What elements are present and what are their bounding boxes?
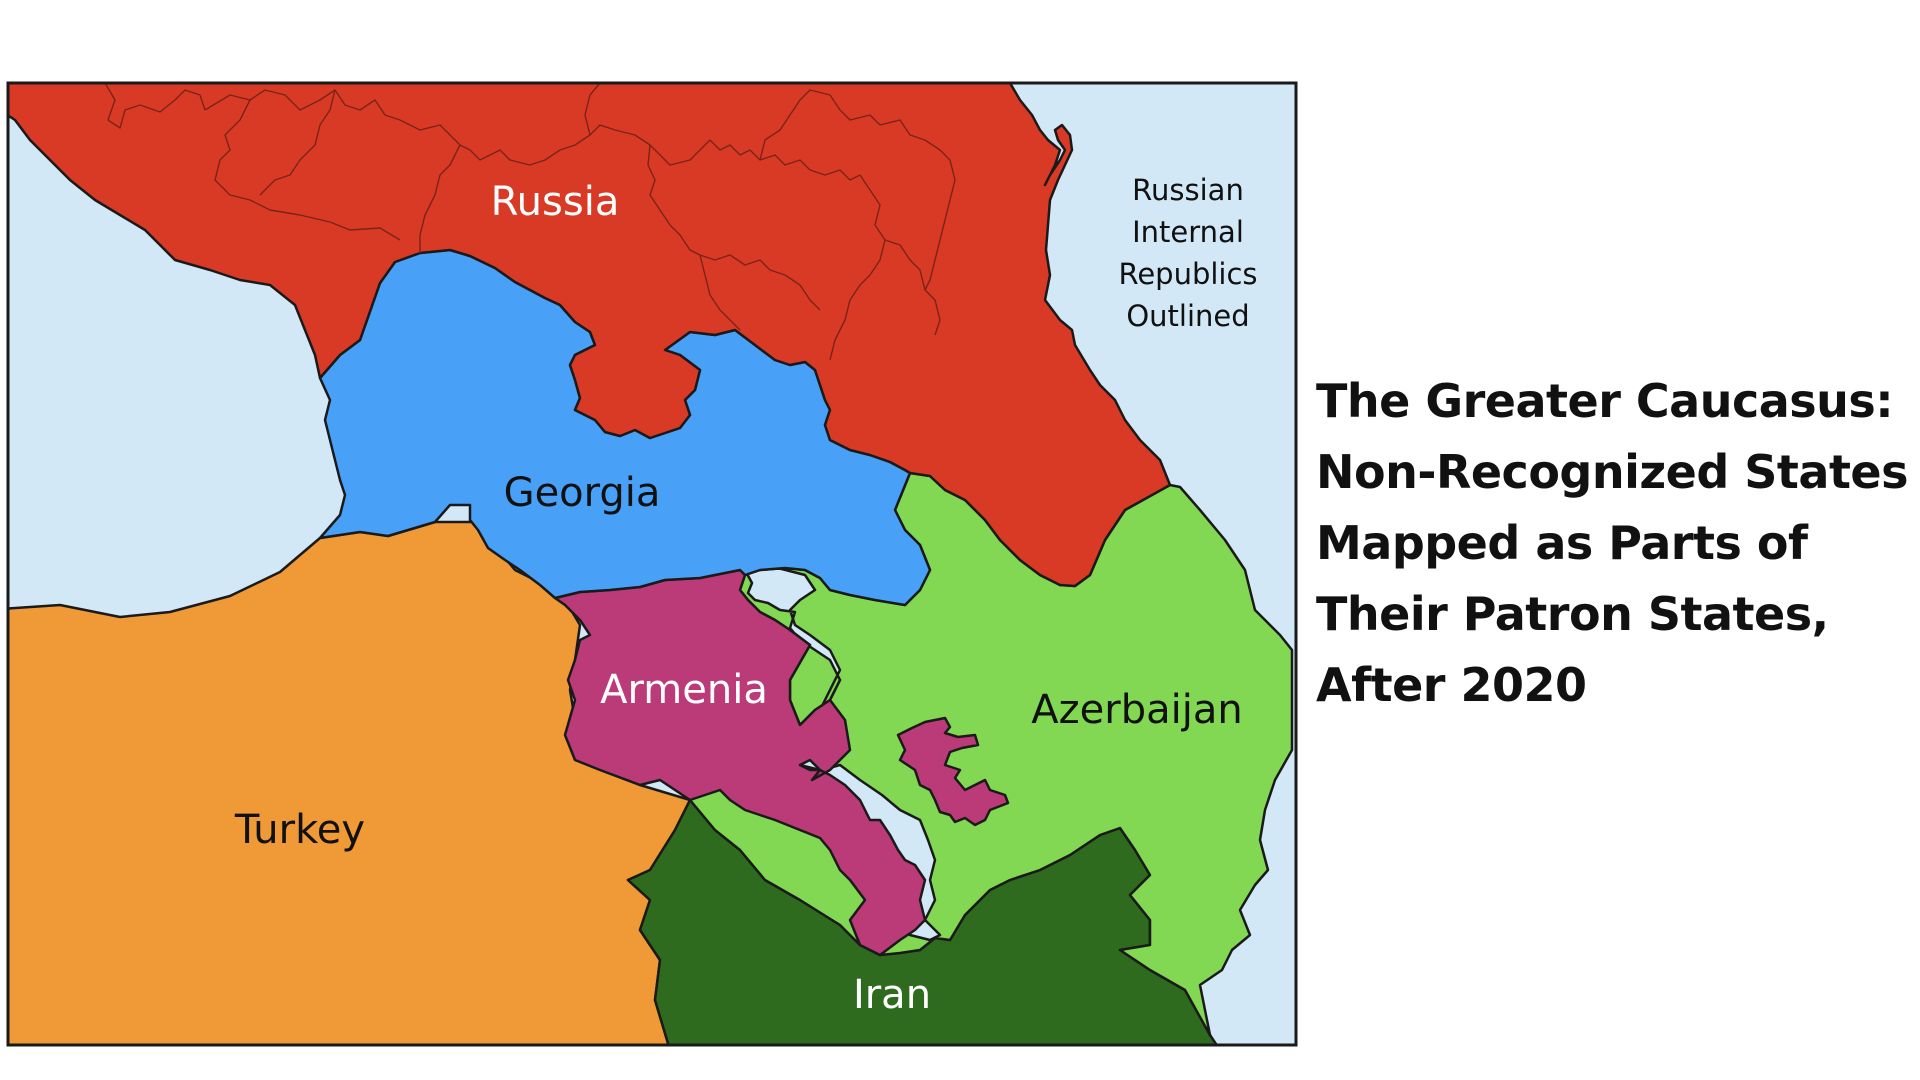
title-line: Their Patron States, (1316, 587, 1829, 641)
title-line: After 2020 (1316, 658, 1587, 712)
armenia-enclave (896, 716, 1010, 827)
title-line: Mapped as Parts of (1316, 516, 1808, 570)
russia-label: Russia (491, 179, 620, 225)
armenia-region (553, 568, 927, 957)
note-line: Republics (1118, 257, 1257, 291)
internal-republic-boundaries (104, 83, 956, 361)
map-frame-border (6, 81, 1298, 1047)
note-line: Outlined (1126, 299, 1249, 333)
title-line: The Greater Caucasus: (1316, 374, 1894, 428)
title-line: Non-Recognized States (1316, 445, 1909, 499)
internal-republics-note: Russian Internal Republics Outlined (1118, 173, 1257, 333)
map: Russia Georgia Armenia Azerbaijan Turkey… (6, 81, 1298, 1047)
georgia-label: Georgia (504, 470, 661, 516)
note-line: Russian (1132, 173, 1244, 207)
armenia-label: Armenia (600, 667, 768, 713)
note-line: Internal (1132, 215, 1244, 249)
iran-label: Iran (853, 972, 931, 1018)
map-title: The Greater Caucasus: Non-Recognized Sta… (1316, 366, 1916, 721)
turkey-label: Turkey (234, 807, 365, 853)
azerbaijan-label: Azerbaijan (1031, 687, 1242, 733)
